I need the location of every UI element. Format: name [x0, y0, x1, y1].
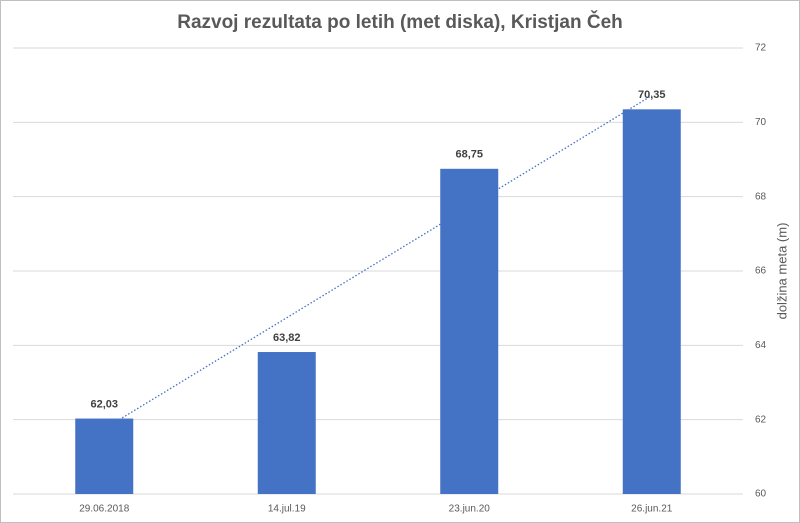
y-tick-label: 70 [755, 117, 767, 128]
x-tick-label: 14.jul.19 [268, 504, 306, 515]
y-tick-label: 72 [755, 43, 767, 54]
bar [75, 418, 134, 494]
value-label: 68,75 [455, 149, 483, 161]
y-tick-label: 68 [755, 191, 767, 202]
y-tick-label: 66 [755, 266, 767, 277]
value-label: 70,35 [638, 89, 666, 101]
y-axis-label: dolžina meta (m) [774, 223, 789, 320]
bar [622, 109, 681, 494]
value-label: 62,03 [90, 398, 118, 410]
bar [440, 168, 499, 494]
y-tick-label: 64 [755, 340, 767, 351]
value-label: 63,82 [273, 332, 301, 344]
bar [257, 352, 316, 494]
x-tick-label: 23.jun.20 [449, 504, 491, 515]
x-tick-label: 29.06.2018 [79, 504, 129, 515]
y-tick-label: 62 [755, 414, 767, 425]
y-tick-label: 60 [755, 489, 767, 500]
chart-title: Razvoj rezultata po letih (met diska), K… [177, 11, 623, 33]
x-tick-label: 26.jun.21 [631, 504, 673, 515]
